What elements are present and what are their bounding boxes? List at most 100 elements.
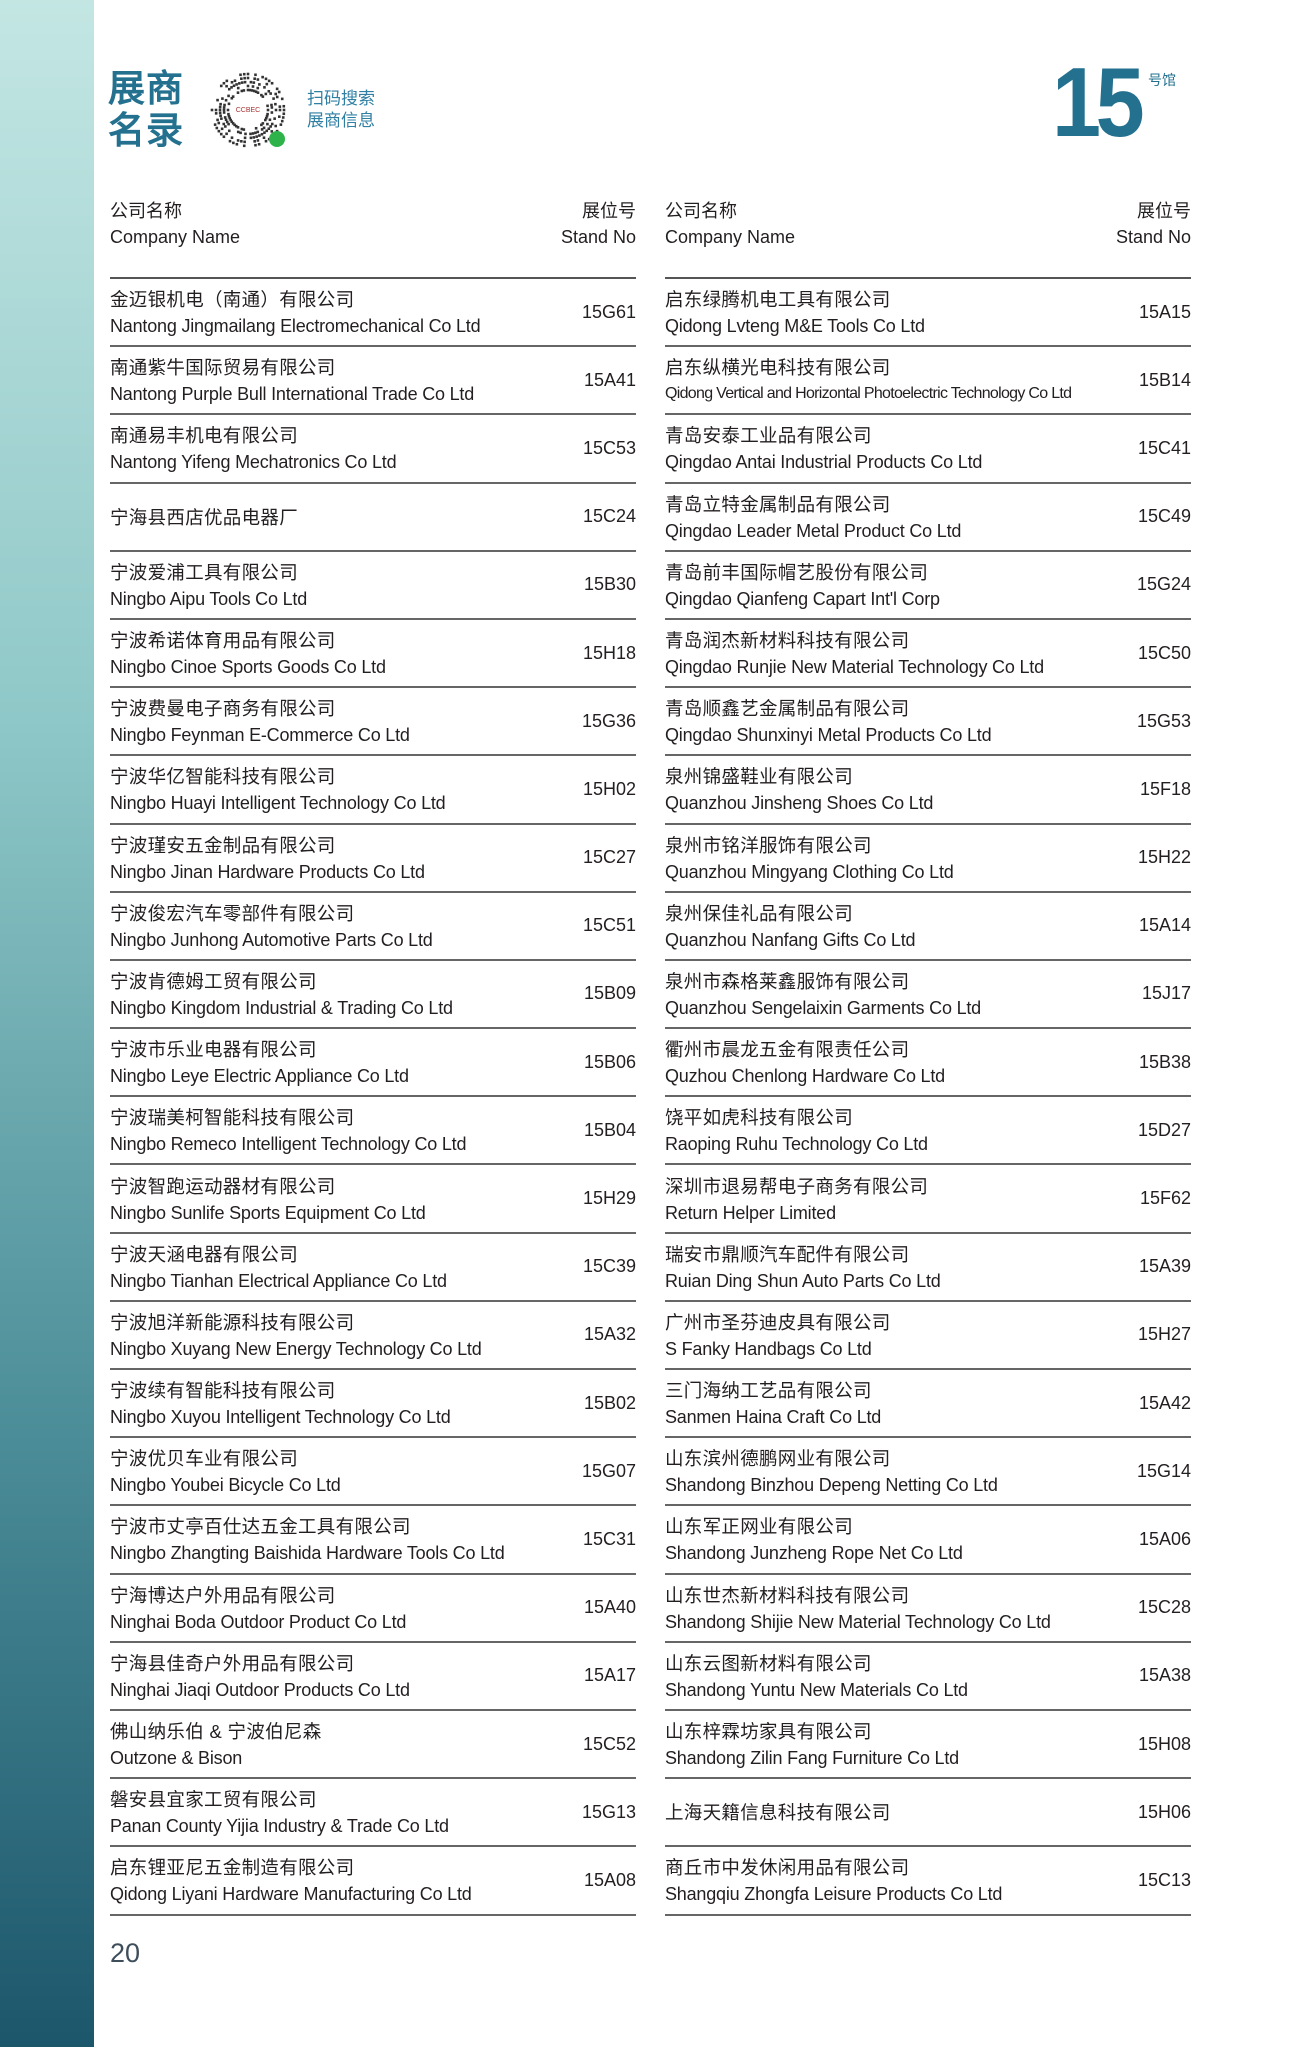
company-name: 瑞安市鼎顺汽车配件有限公司 Ruian Ding Shun Auto Parts… [665, 1240, 941, 1294]
stand-number: 15H06 [1137, 1801, 1191, 1822]
header-name-en: Company Name [110, 227, 241, 247]
company-name: 宁海县佳奇户外用品有限公司 Ninghai Jiaqi Outdoor Prod… [110, 1649, 410, 1703]
stand-number: 15C27 [582, 847, 636, 868]
stand-number: 15C41 [1137, 437, 1191, 458]
company-name: 山东军正网业有限公司 Shandong Junzheng Rope Net Co… [665, 1512, 963, 1566]
company-name: 宁海县西店优品电器厂 [110, 503, 298, 531]
company-name-en: Qingdao Qianfeng Capart Int'l Corp [665, 588, 940, 609]
exhibitor-row: 宁波华亿智能科技有限公司 Ningbo Huayi Intelligent Te… [110, 756, 636, 825]
stand-number: 15B38 [1138, 1051, 1191, 1072]
company-name: 南通紫牛国际贸易有限公司 Nantong Purple Bull Interna… [110, 353, 474, 407]
stand-number: 15C53 [582, 437, 636, 458]
company-name-cn: 启东绿腾机电工具有限公司 [665, 289, 891, 311]
stand-number: 15H02 [582, 778, 636, 799]
company-name-cn: 宁波肯德姆工贸有限公司 [110, 970, 317, 992]
header-stand-cn: 展位号 [1137, 201, 1191, 221]
scan-line-2: 展商信息 [307, 111, 375, 130]
company-name-cn: 上海天籍信息科技有限公司 [665, 1802, 891, 1824]
company-name-en: Ningbo Huayi Intelligent Technology Co L… [110, 793, 446, 814]
exhibitor-row: 佛山纳乐伯 & 宁波伯尼森 Outzone & Bison 15C52 [110, 1711, 636, 1780]
exhibitor-row: 宁波瑞美柯智能科技有限公司 Ningbo Remeco Intelligent … [110, 1097, 636, 1166]
company-name-cn: 启东锂亚尼五金制造有限公司 [110, 1857, 355, 1879]
company-name: 启东锂亚尼五金制造有限公司 Qidong Liyani Hardware Man… [110, 1853, 472, 1907]
company-name-cn: 青岛立特金属制品有限公司 [665, 493, 891, 515]
company-name-cn: 饶平如虎科技有限公司 [665, 1107, 854, 1129]
stand-number: 15A14 [1138, 915, 1191, 936]
company-name: 宁波华亿智能科技有限公司 Ningbo Huayi Intelligent Te… [110, 762, 446, 816]
stand-number: 15G36 [581, 710, 636, 731]
company-name: 宁波瑾安五金制品有限公司 Ningbo Jinan Hardware Produ… [110, 831, 425, 885]
company-name: 青岛顺鑫艺金属制品有限公司 Qingdao Shunxinyi Metal Pr… [665, 694, 992, 748]
company-name-cn: 青岛安泰工业品有限公司 [665, 425, 872, 447]
company-name: 衢州市晨龙五金有限责任公司 Quzhou Chenlong Hardware C… [665, 1035, 945, 1089]
exhibitor-row: 宁波天涵电器有限公司 Ningbo Tianhan Electrical App… [110, 1234, 636, 1302]
company-name: 青岛润杰新材料科技有限公司 Qingdao Runjie New Materia… [665, 626, 1044, 680]
company-name-cn: 宁波华亿智能科技有限公司 [110, 766, 336, 788]
exhibitor-row: 宁波旭洋新能源科技有限公司 Ningbo Xuyang New Energy T… [110, 1302, 636, 1370]
title-line-1: 展商 [108, 68, 184, 109]
stand-number: 15C31 [582, 1528, 636, 1549]
page-number: 20 [110, 1938, 141, 1968]
company-name: 宁波市乐业电器有限公司 Ningbo Leye Electric Applian… [110, 1035, 409, 1089]
company-name: 宁波续有智能科技有限公司 Ningbo Xuyou Intelligent Te… [110, 1376, 451, 1430]
stand-number: 15A41 [583, 369, 636, 390]
stand-number: 15G13 [581, 1801, 636, 1822]
exhibitor-row: 青岛安泰工业品有限公司 Qingdao Antai Industrial Pro… [665, 415, 1191, 484]
exhibitor-row: 南通紫牛国际贸易有限公司 Nantong Purple Bull Interna… [110, 347, 636, 416]
exhibitor-row: 宁波俊宏汽车零部件有限公司 Ningbo Junhong Automotive … [110, 893, 636, 961]
company-name-cn: 山东滨州德鹏网业有限公司 [665, 1448, 891, 1470]
company-name-en: Ningbo Xuyang New Energy Technology Co L… [110, 1338, 482, 1359]
company-name-cn: 宁海博达户外用品有限公司 [110, 1584, 336, 1606]
company-name: 泉州保佳礼品有限公司 Quanzhou Nanfang Gifts Co Ltd [665, 899, 916, 953]
company-name: 山东云图新材料有限公司 Shandong Yuntu New Materials… [665, 1649, 968, 1703]
exhibitor-row: 宁波希诺体育用品有限公司 Ningbo Cinoe Sports Goods C… [110, 620, 636, 689]
company-name-en: Quanzhou Nanfang Gifts Co Ltd [665, 929, 916, 950]
company-name-en: Ningbo Jinan Hardware Products Co Ltd [110, 861, 425, 882]
company-name-en: Shandong Yuntu New Materials Co Ltd [665, 1679, 968, 1700]
company-name-cn: 宁波瑾安五金制品有限公司 [110, 834, 336, 856]
company-name-en: Ningbo Feynman E-Commerce Co Ltd [110, 725, 410, 746]
stand-number: 15A17 [583, 1665, 636, 1686]
company-name: 三门海纳工艺品有限公司 Sanmen Haina Craft Co Ltd [665, 1376, 881, 1430]
stand-number: 15H18 [582, 642, 636, 663]
exhibitor-row: 泉州市森格莱鑫服饰有限公司 Quanzhou Sengelaixin Garme… [665, 961, 1191, 1030]
company-name-en: Qidong Lvteng M&E Tools Co Ltd [665, 316, 925, 337]
company-name-en: Shandong Junzheng Rope Net Co Ltd [665, 1543, 963, 1564]
qr-code-icon[interactable]: CCBEC [206, 68, 290, 152]
company-name: 山东滨州德鹏网业有限公司 Shandong Binzhou Depeng Net… [665, 1444, 998, 1498]
company-name-en: Qingdao Runjie New Material Technology C… [665, 657, 1044, 678]
stand-number: 15G61 [581, 301, 636, 322]
company-name: 佛山纳乐伯 & 宁波伯尼森 Outzone & Bison [110, 1717, 322, 1771]
company-name-cn: 泉州市铭洋服饰有限公司 [665, 834, 872, 856]
company-name-en: Qidong Liyani Hardware Manufacturing Co … [110, 1884, 472, 1905]
exhibitor-row: 宁波市丈亭百仕达五金工具有限公司 Ningbo Zhangting Baishi… [110, 1506, 636, 1575]
stand-number: 15H29 [582, 1188, 636, 1209]
exhibitor-row: 山东梓霖坊家具有限公司 Shandong Zilin Fang Furnitur… [665, 1711, 1191, 1780]
exhibitor-column-left: 公司名称 Company Name 展位号 Stand No 金迈银机电（南通）有限… [110, 198, 636, 1916]
stand-number: 15H08 [1137, 1733, 1191, 1754]
company-name: 宁波希诺体育用品有限公司 Ningbo Cinoe Sports Goods C… [110, 626, 386, 680]
company-name: 启东纵横光电科技有限公司 Qidong Vertical and Horizon… [665, 353, 1072, 407]
company-name: 泉州市铭洋服饰有限公司 Quanzhou Mingyang Clothing C… [665, 831, 954, 885]
stand-number: 15H27 [1137, 1324, 1191, 1345]
exhibitor-row: 宁波智跑运动器材有限公司 Ningbo Sunlife Sports Equip… [110, 1165, 636, 1234]
exhibitor-row: 启东纵横光电科技有限公司 Qidong Vertical and Horizon… [665, 347, 1191, 416]
company-name: 广州市圣芬迪皮具有限公司 S Fanky Handbags Co Ltd [665, 1308, 891, 1362]
exhibitor-row: 山东军正网业有限公司 Shandong Junzheng Rope Net Co… [665, 1506, 1191, 1575]
company-name-cn: 瑞安市鼎顺汽车配件有限公司 [665, 1243, 910, 1265]
company-name: 宁波天涵电器有限公司 Ningbo Tianhan Electrical App… [110, 1240, 447, 1294]
header-name-cn: 公司名称 [110, 201, 182, 221]
company-name: 宁波俊宏汽车零部件有限公司 Ningbo Junhong Automotive … [110, 899, 433, 953]
exhibitor-row: 深圳市退易帮电子商务有限公司 Return Helper Limited 15F… [665, 1165, 1191, 1234]
company-name-en: Ningbo Zhangting Baishida Hardware Tools… [110, 1543, 505, 1564]
company-name-en: Ningbo Leye Electric Appliance Co Ltd [110, 1066, 409, 1087]
company-name: 磐安县宜家工贸有限公司 Panan County Yijia Industry … [110, 1785, 449, 1839]
company-name-en: Shandong Zilin Fang Furniture Co Ltd [665, 1748, 959, 1769]
stand-number: 15B06 [583, 1051, 636, 1072]
hall-label: 号馆 [1148, 72, 1176, 88]
exhibitor-row: 上海天籍信息科技有限公司 15H06 [665, 1779, 1191, 1848]
exhibitor-row: 青岛顺鑫艺金属制品有限公司 Qingdao Shunxinyi Metal Pr… [665, 688, 1191, 757]
exhibitor-row: 饶平如虎科技有限公司 Raoping Ruhu Technology Co Lt… [665, 1097, 1191, 1166]
stand-number: 15G14 [1136, 1460, 1191, 1481]
company-name-en: Ningbo Sunlife Sports Equipment Co Ltd [110, 1202, 426, 1223]
